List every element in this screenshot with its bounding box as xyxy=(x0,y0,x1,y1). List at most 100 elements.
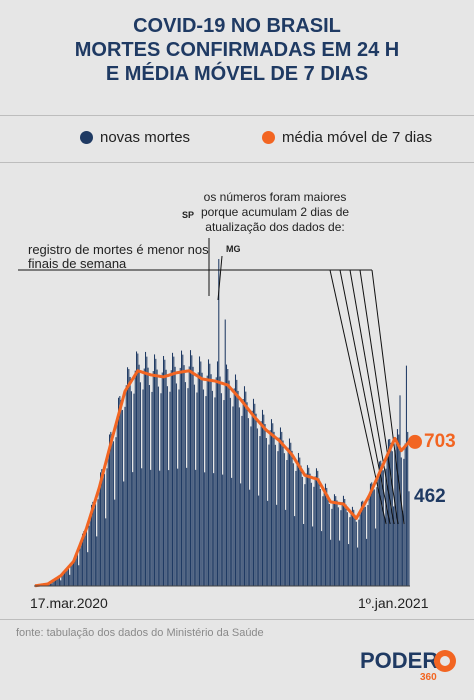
bar xyxy=(65,568,67,586)
bar xyxy=(349,517,351,586)
bar xyxy=(301,476,303,586)
bar xyxy=(112,441,114,586)
bar xyxy=(79,548,81,586)
annotation-mg: MG xyxy=(226,244,241,254)
bar xyxy=(109,434,111,586)
bar xyxy=(211,390,213,586)
bar xyxy=(318,478,320,586)
legend-divider xyxy=(0,162,474,163)
bar xyxy=(136,351,138,586)
bar xyxy=(322,496,324,586)
bar xyxy=(389,438,391,586)
bar xyxy=(168,470,170,586)
weekend-pointer-line-3 xyxy=(349,269,395,525)
bar xyxy=(270,419,272,586)
bar xyxy=(121,409,123,586)
bar xyxy=(332,500,334,586)
bar xyxy=(146,356,148,586)
bar xyxy=(405,365,407,587)
bar xyxy=(241,415,243,586)
bar xyxy=(354,514,356,586)
title-line-1: COVID-19 NO BRASIL xyxy=(133,15,341,37)
bar xyxy=(196,392,198,586)
bar xyxy=(286,460,288,586)
bar xyxy=(268,444,270,586)
bar xyxy=(161,372,163,586)
bar xyxy=(156,369,158,586)
bar xyxy=(252,398,255,586)
bar xyxy=(78,565,80,586)
bar xyxy=(177,468,179,586)
bar xyxy=(288,438,290,586)
bar xyxy=(299,457,301,586)
bar xyxy=(377,473,379,586)
bar xyxy=(260,421,262,586)
bar xyxy=(73,558,75,586)
bar xyxy=(371,482,373,586)
bar xyxy=(381,463,383,586)
bar xyxy=(51,583,53,586)
bar xyxy=(259,436,261,586)
bar xyxy=(290,442,292,586)
bar xyxy=(346,512,348,586)
bar xyxy=(133,393,135,586)
last-value-label: 462 xyxy=(414,486,446,507)
bar xyxy=(129,376,131,586)
bar xyxy=(188,366,190,586)
logo-ring-icon xyxy=(434,650,456,672)
bar xyxy=(139,382,141,586)
bar xyxy=(386,453,388,586)
bar xyxy=(166,386,168,586)
bar xyxy=(178,389,180,586)
bar xyxy=(357,547,359,586)
bar xyxy=(317,470,319,586)
bar xyxy=(363,502,365,586)
bar xyxy=(209,363,211,586)
bar xyxy=(219,376,221,586)
bar xyxy=(337,507,339,586)
bar xyxy=(264,424,266,586)
bar xyxy=(124,406,126,586)
weekend-pointer-line-2 xyxy=(339,269,391,525)
bar xyxy=(80,540,82,586)
bar xyxy=(150,469,152,586)
bar xyxy=(75,553,77,586)
bar xyxy=(238,407,240,586)
title-line-2: MORTES CONFIRMADAS EM 24 H xyxy=(74,39,400,61)
bar xyxy=(348,544,350,586)
bar xyxy=(165,369,167,586)
legend-line-label: média móvel de 7 dias xyxy=(282,129,433,146)
bar xyxy=(283,453,285,586)
bar xyxy=(222,474,224,586)
bar xyxy=(233,388,235,586)
bar xyxy=(206,375,208,586)
bar xyxy=(127,367,129,586)
bar xyxy=(256,428,258,586)
weekend-pointer-line-5 xyxy=(371,269,405,525)
bar xyxy=(358,519,360,586)
bar xyxy=(115,437,117,586)
bar xyxy=(228,380,230,586)
bar xyxy=(53,579,55,586)
bar xyxy=(340,510,342,586)
bar xyxy=(182,354,184,586)
bar xyxy=(52,581,54,586)
bar xyxy=(94,504,96,586)
bar xyxy=(174,366,176,586)
bar xyxy=(142,389,144,586)
bar xyxy=(200,361,202,586)
bar xyxy=(285,509,287,586)
bar xyxy=(102,469,104,586)
bar xyxy=(169,391,171,586)
bar xyxy=(404,443,406,586)
annotation-weekend-line-1: registro de mortes é menor nos xyxy=(28,242,209,257)
last-average-label: 703 xyxy=(424,431,456,452)
bottom-divider xyxy=(0,619,474,620)
source-note: fonte: tabulação dos dados do Ministério… xyxy=(16,627,264,639)
bar xyxy=(96,536,98,586)
bar xyxy=(114,499,116,586)
bar xyxy=(375,528,377,586)
bar xyxy=(331,508,333,586)
bar xyxy=(118,397,120,586)
bar xyxy=(110,431,112,586)
